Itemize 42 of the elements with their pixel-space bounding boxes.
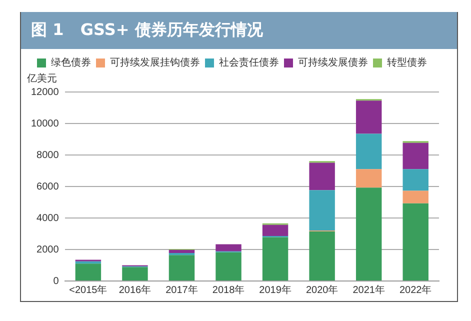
x-tick-label: 2018年	[212, 284, 245, 296]
x-tick-label: 2020年	[306, 284, 338, 296]
y-tick-label: 0	[53, 276, 60, 287]
bar	[168, 250, 195, 253]
bar	[262, 237, 288, 280]
chart-title: 图 1 GSS+ 债券历年发行情况	[21, 12, 457, 49]
bar	[309, 162, 335, 190]
bar	[356, 100, 382, 134]
bar	[216, 252, 242, 280]
y-axis-title: 亿美元	[26, 72, 57, 85]
bar	[75, 264, 102, 280]
bar	[168, 255, 195, 280]
bar	[402, 190, 428, 204]
bar	[402, 142, 428, 170]
bar	[168, 252, 195, 256]
legend-label: 绿色债券	[51, 56, 91, 69]
bar	[262, 224, 288, 236]
bar	[309, 190, 335, 230]
y-tick-label: 10000	[30, 118, 60, 130]
x-tick-label: 2016年	[118, 284, 152, 296]
bar	[356, 188, 382, 280]
bar	[402, 169, 428, 191]
legend-label: 可持续发展债券	[298, 56, 368, 69]
bar	[122, 267, 148, 280]
legend-label: 可持续发展挂钩债券	[110, 56, 200, 69]
legend-label: 转型债券	[387, 56, 427, 69]
bar	[402, 203, 428, 280]
x-tick-label: 2019年	[259, 284, 292, 296]
bar	[309, 231, 335, 280]
bar	[356, 169, 382, 188]
x-tick-label: 2022年	[399, 284, 432, 296]
x-tick-label: 2017年	[166, 284, 198, 296]
bar	[216, 244, 242, 252]
y-tick-label: 6000	[36, 181, 60, 192]
x-tick-label: 2021年	[352, 284, 385, 296]
y-tick-label: 12000	[30, 86, 60, 98]
legend-label: 社会责任债券	[219, 56, 279, 69]
bar	[356, 134, 382, 170]
y-tick-label: 4000	[36, 212, 60, 224]
y-tick-label: 8000	[36, 150, 60, 161]
x-tick-label: <2015年	[69, 284, 108, 296]
y-tick-label: 2000	[36, 244, 60, 256]
